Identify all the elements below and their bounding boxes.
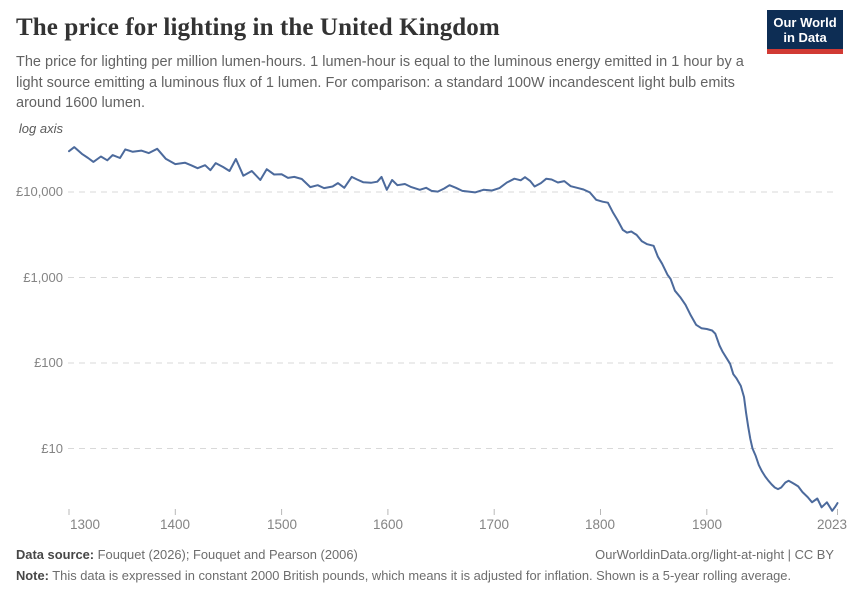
series-line-united-kingdom[interactable]: [68, 146, 839, 512]
chart-footer: Data source: Fouquet (2026); Fouquet and…: [16, 544, 834, 586]
owid-logo-redbar: [767, 49, 843, 54]
data-source-line: Data source: Fouquet (2026); Fouquet and…: [16, 547, 358, 562]
chart-subtitle: The price for lighting per million lumen…: [16, 54, 744, 111]
owid-link[interactable]: OurWorldinData.org/light-at-night | CC B…: [595, 547, 834, 562]
y-tick-label-1000: £1,000: [23, 270, 63, 285]
x-tick-label-1900: 1900: [691, 517, 723, 532]
y-tick-label-10: £10: [41, 441, 63, 456]
y-tick-label-10000: £10,000: [16, 184, 63, 199]
page-title: The price for lighting in the United Kin…: [16, 14, 500, 41]
owid-logo[interactable]: Our World in Data: [767, 10, 843, 54]
x-tick-label-1600: 1600: [372, 517, 404, 532]
chart-header: The price for lighting in the United Kin…: [16, 13, 756, 114]
log-axis-label: log axis: [18, 121, 63, 136]
x-tick-label-1500: 1500: [266, 517, 298, 532]
x-tick-label-1300: 1300: [70, 517, 101, 532]
y-tick-label-100: £100: [34, 355, 63, 370]
x-tick-label-1700: 1700: [478, 517, 510, 532]
note-line: Note: This data is expressed in constant…: [16, 568, 792, 583]
x-tick-label-1400: 1400: [159, 517, 191, 532]
x-tick-label-2023: 2023: [816, 517, 847, 532]
x-tick-label-1800: 1800: [584, 517, 616, 532]
owid-logo-text: Our World in Data: [767, 10, 843, 49]
